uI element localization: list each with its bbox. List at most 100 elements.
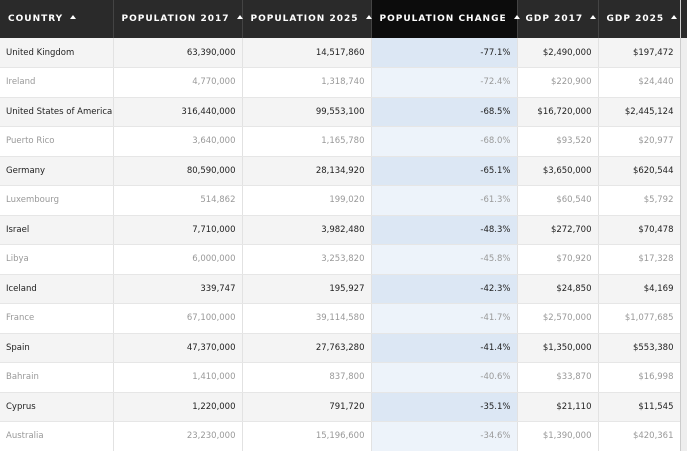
table-cell: 67,100,000	[113, 303, 243, 334]
table-cell: $272,700	[517, 215, 599, 245]
table-row: Iceland 339,747 195,927 -42.3% $24,850 $4,169	[0, 274, 681, 304]
table-row: Israel 7,710,000 3,982,480 -48.3% $272,700 $7…	[0, 215, 681, 245]
table-cell: -68.5%	[371, 97, 518, 127]
header-label: POPULATION CHANGE	[379, 14, 507, 24]
header-label: POPULATION 2017	[121, 14, 230, 24]
table-cell: $620,544	[598, 156, 681, 186]
table-cell: $197,472	[598, 38, 681, 68]
table-cell: 80,590,000	[113, 156, 243, 186]
table-cell: -40.6%	[371, 362, 518, 393]
header-row: COUNTRY POPULATION 2017 POPULATION 2025 POP…	[0, 0, 681, 38]
table-body: United Kingdom 63,390,000 14,517,860 -77.1%…	[0, 38, 681, 451]
sort-arrow	[236, 15, 243, 19]
table-row: Luxembourg 514,862 199,020 -61.3% $60,540 $5,…	[0, 185, 681, 216]
sort-arrow	[70, 15, 77, 19]
table-row: Spain 47,370,000 27,763,280 -41.4% $1,350,00…	[0, 333, 681, 363]
table-cell: 3,253,820	[242, 244, 372, 275]
table-cell: $1,077,685	[598, 303, 681, 334]
table-cell: -41.4%	[371, 333, 518, 363]
table-cell: 3,982,480	[242, 215, 372, 245]
table-cell: -41.7%	[371, 303, 518, 334]
table-cell: -77.1%	[371, 38, 518, 68]
table-cell: 28,134,920	[242, 156, 372, 186]
table-cell: 514,862	[113, 185, 243, 216]
table-row: Ireland 4,770,000 1,318,740 -72.4% $220,900 $…	[0, 67, 681, 98]
table-cell: 1,165,780	[242, 126, 372, 157]
table-cell: Libya	[0, 244, 114, 275]
header-label: GDP 2025	[606, 14, 665, 24]
table-cell: 1,318,740	[242, 67, 372, 98]
table-cell: 195,927	[242, 274, 372, 304]
table-cell: 1,410,000	[113, 362, 243, 393]
table-cell: 63,390,000	[113, 38, 243, 68]
table-cell: $24,850	[517, 274, 599, 304]
table-row: France 67,100,000 39,114,580 -41.7% $2,570,0…	[0, 303, 681, 334]
table-cell: Germany	[0, 156, 114, 186]
table-cell: 316,440,000	[113, 97, 243, 127]
table-cell: 1,220,000	[113, 392, 243, 422]
table-cell: -72.4%	[371, 67, 518, 98]
sort-arrow	[590, 15, 597, 19]
table-cell: 99,553,100	[242, 97, 372, 127]
table-cell: $3,650,000	[517, 156, 599, 186]
table-cell: 7,710,000	[113, 215, 243, 245]
table-row: Puerto Rico 3,640,000 1,165,780 -68.0% $93,5…	[0, 126, 681, 157]
table-cell: Spain	[0, 333, 114, 363]
column-header[interactable]: POPULATION 2025	[242, 0, 372, 38]
table-cell: -68.0%	[371, 126, 518, 157]
table-row: United States of America 316,440,000 99,55…	[0, 97, 681, 127]
table-cell: Ireland	[0, 67, 114, 98]
table-cell: $11,545	[598, 392, 681, 422]
table-cell: Australia	[0, 421, 114, 451]
column-header[interactable]: POPULATION 2017	[113, 0, 243, 38]
column-header[interactable]: GDP 2025	[598, 0, 681, 38]
table-cell: $553,380	[598, 333, 681, 363]
table-cell: 6,000,000	[113, 244, 243, 275]
table-row: Bahrain 1,410,000 837,800 -40.6% $33,870 $16,…	[0, 362, 681, 393]
table-cell: -61.3%	[371, 185, 518, 216]
column-header[interactable]: COUNTRY	[0, 0, 114, 38]
table-cell: 4,770,000	[113, 67, 243, 98]
table-cell: $70,920	[517, 244, 599, 275]
sort-arrow	[365, 15, 372, 19]
table-cell: $60,540	[517, 185, 599, 216]
table-cell: 339,747	[113, 274, 243, 304]
table-cell: $1,350,000	[517, 333, 599, 363]
table-cell: 3,640,000	[113, 126, 243, 157]
table-row: Libya 6,000,000 3,253,820 -45.8% $70,920 $17,…	[0, 244, 681, 275]
table-cell: Puerto Rico	[0, 126, 114, 157]
header-label: GDP 2017	[525, 14, 584, 24]
table-cell: 23,230,000	[113, 421, 243, 451]
table-cell: $220,900	[517, 67, 599, 98]
column-header[interactable]: POPULATION CHANGE	[371, 0, 520, 38]
table-cell: $16,720,000	[517, 97, 599, 127]
table-cell: -42.3%	[371, 274, 518, 304]
table-cell: -45.8%	[371, 244, 518, 275]
table-cell: Bahrain	[0, 362, 114, 393]
table-cell: $17,328	[598, 244, 681, 275]
table-cell: 837,800	[242, 362, 372, 393]
table-cell: Israel	[0, 215, 114, 245]
table-row: Australia 23,230,000 15,196,600 -34.6% $1,39…	[0, 421, 681, 451]
table-cell: $24,440	[598, 67, 681, 98]
table-cell: $21,110	[517, 392, 599, 422]
table-cell: Luxembourg	[0, 185, 114, 216]
table-row: Germany 80,590,000 28,134,920 -65.1% $3,650,…	[0, 156, 681, 186]
table-cell: 27,763,280	[242, 333, 372, 363]
table-cell: 199,020	[242, 185, 372, 216]
sort-arrow	[513, 15, 520, 19]
table-cell: $16,998	[598, 362, 681, 393]
table-cell: -48.3%	[371, 215, 518, 245]
table-cell: $70,478	[598, 215, 681, 245]
table-cell: $2,445,124	[598, 97, 681, 127]
table-cell: $1,390,000	[517, 421, 599, 451]
table-cell: 14,517,860	[242, 38, 372, 68]
table-cell: 39,114,580	[242, 303, 372, 334]
table-cell: $4,169	[598, 274, 681, 304]
column-header[interactable]: GDP 2017	[517, 0, 599, 38]
table-cell: 47,370,000	[113, 333, 243, 363]
table-cell: $5,792	[598, 185, 681, 216]
table-cell: $420,361	[598, 421, 681, 451]
table-cell: United Kingdom	[0, 38, 114, 68]
